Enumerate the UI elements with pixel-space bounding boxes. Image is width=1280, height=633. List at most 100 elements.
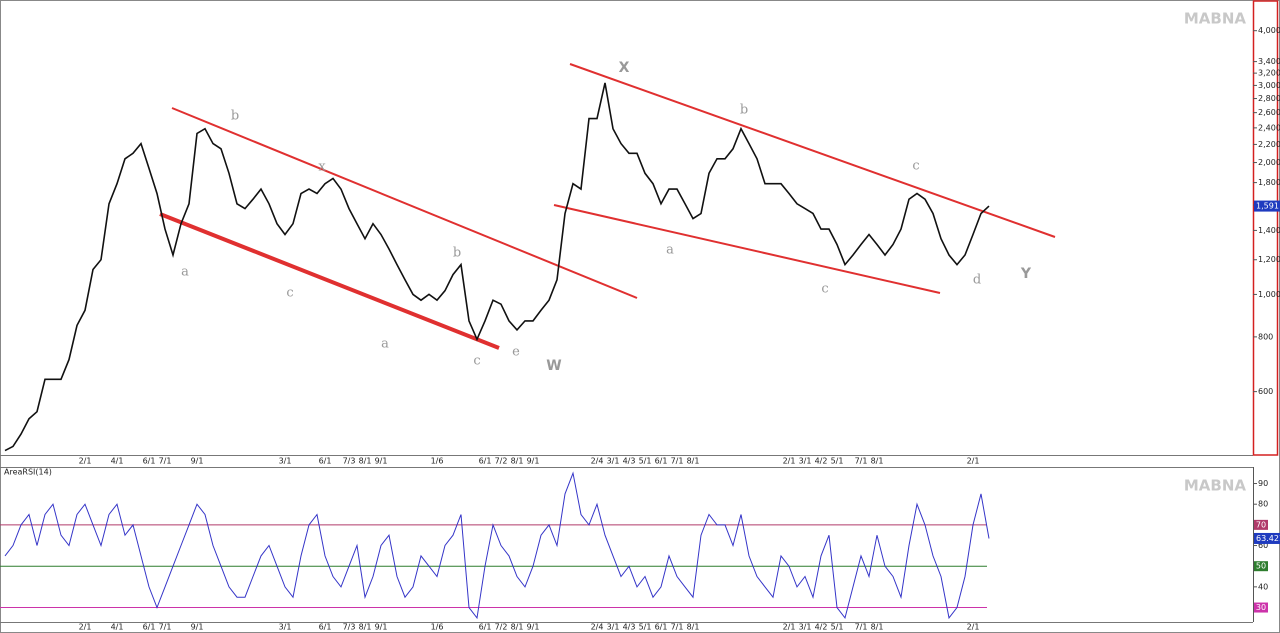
level-label: 30	[1256, 603, 1266, 612]
wave-label: W	[546, 358, 561, 374]
x-tick-label: 6/1	[143, 623, 156, 632]
x-tick-label: 3/1	[799, 623, 812, 632]
x-tick-label: 2/1	[967, 457, 980, 466]
x-tick-label: 9/1	[191, 457, 204, 466]
x-tick-label: 8/1	[511, 623, 524, 632]
x-tick-label: 9/1	[191, 623, 204, 632]
y-tick-label: 800	[1258, 332, 1273, 341]
wave-label: a	[381, 337, 389, 352]
watermark: MABNA	[1184, 477, 1247, 495]
x-tick-label: 8/1	[871, 623, 884, 632]
x-tick-label: 6/1	[655, 457, 668, 466]
x-tick-label: 6/1	[319, 457, 332, 466]
x-tick-label: 3/1	[607, 623, 620, 632]
level-box	[1254, 602, 1268, 613]
indicator-title: AreaRSI(14)	[4, 468, 52, 477]
x-tick-label: 8/1	[687, 623, 700, 632]
x-tick-label: 5/1	[831, 623, 844, 632]
x-tick-label: 7/3	[343, 457, 356, 466]
wave-label: e	[512, 345, 520, 360]
level-label: 50	[1256, 562, 1266, 571]
wave-label: Y	[1020, 266, 1032, 282]
x-tick-label: 4/3	[623, 457, 636, 466]
x-tick-label: 9/1	[375, 457, 388, 466]
x-tick-label: 7/1	[671, 457, 684, 466]
y-tick-label: 1,000	[1258, 290, 1280, 299]
level-label: 70	[1256, 520, 1266, 529]
trend-line	[553, 204, 941, 294]
y-tick-label: 80	[1258, 500, 1268, 509]
y-tick-label: 3,400	[1258, 57, 1280, 66]
wave-label: a	[666, 243, 674, 258]
current-value-box	[1254, 200, 1280, 212]
x-tick-label: 8/1	[359, 623, 372, 632]
x-tick-label: 6/1	[143, 457, 156, 466]
x-tick-label: 2/1	[783, 623, 796, 632]
series-line	[4, 82, 990, 452]
x-tick-label: 8/1	[359, 457, 372, 466]
y-tick-label: 2,000	[1258, 158, 1280, 167]
current-value-box	[1254, 532, 1280, 544]
x-tick-label: 5/1	[831, 457, 844, 466]
y-tick-label: 1,200	[1258, 255, 1280, 264]
x-tick-label: 7/1	[159, 623, 172, 632]
x-tick-label: 6/1	[479, 457, 492, 466]
wave-label: a	[181, 265, 189, 280]
y-tick-label: 1,800	[1258, 178, 1280, 187]
x-tick-label: 4/1	[111, 623, 124, 632]
x-tick-label: 4/3	[623, 623, 636, 632]
wave-label: c	[912, 159, 919, 174]
y-tick-label: 600	[1258, 387, 1273, 396]
wave-label: c	[473, 354, 480, 369]
y-tick-label: 1,400	[1258, 226, 1280, 235]
x-tick-label: 2/1	[79, 623, 92, 632]
x-tick-label: 1/6	[431, 457, 444, 466]
price-axis-box	[1252, 0, 1279, 456]
x-tick-label: 8/1	[871, 457, 884, 466]
current-value-label: 63.421	[1256, 534, 1280, 543]
wave-label: c	[286, 286, 293, 301]
x-tick-label: 2/1	[79, 457, 92, 466]
y-tick-label: 2,800	[1258, 94, 1280, 103]
wave-label: x	[318, 160, 326, 175]
y-tick-label: 40	[1258, 582, 1268, 591]
series-line	[4, 471, 990, 620]
x-tick-label: 2/1	[783, 457, 796, 466]
x-tick-label: 2/4	[591, 623, 604, 632]
x-tick-label: 3/1	[799, 457, 812, 466]
x-tick-label: 7/1	[855, 457, 868, 466]
y-tick-label: 60	[1258, 541, 1268, 550]
x-tick-label: 3/1	[279, 457, 292, 466]
x-tick-label: 7/1	[855, 623, 868, 632]
wave-label: c	[821, 282, 828, 297]
x-tick-label: 3/1	[279, 623, 292, 632]
y-tick-label: 4,000	[1258, 26, 1280, 35]
x-tick-label: 2/1	[967, 623, 980, 632]
x-tick-label: 2/4	[591, 457, 604, 466]
current-value-label: 1,591	[1256, 202, 1279, 211]
x-tick-label: 9/1	[527, 623, 540, 632]
trend-line	[171, 107, 638, 299]
level-box	[1254, 561, 1268, 572]
y-tick-label: 2,600	[1258, 108, 1280, 117]
x-tick-label: 3/1	[607, 457, 620, 466]
x-tick-label: 8/1	[687, 457, 700, 466]
wave-label: b	[740, 103, 748, 118]
x-tick-label: 7/1	[671, 623, 684, 632]
level-box	[1254, 519, 1268, 530]
trend-line	[159, 212, 500, 350]
wave-label: d	[973, 273, 981, 288]
wave-label: X	[619, 60, 630, 76]
wave-label: b	[231, 109, 239, 124]
y-tick-label: 2,400	[1258, 123, 1280, 132]
wave-label: b	[453, 246, 461, 261]
y-tick-label: 3,200	[1258, 69, 1280, 78]
y-tick-label: 3,000	[1258, 81, 1280, 90]
x-tick-label: 7/1	[159, 457, 172, 466]
x-tick-label: 6/1	[319, 623, 332, 632]
y-tick-label: 2,200	[1258, 140, 1280, 149]
x-tick-label: 5/1	[639, 623, 652, 632]
watermark: MABNA	[1184, 10, 1247, 28]
